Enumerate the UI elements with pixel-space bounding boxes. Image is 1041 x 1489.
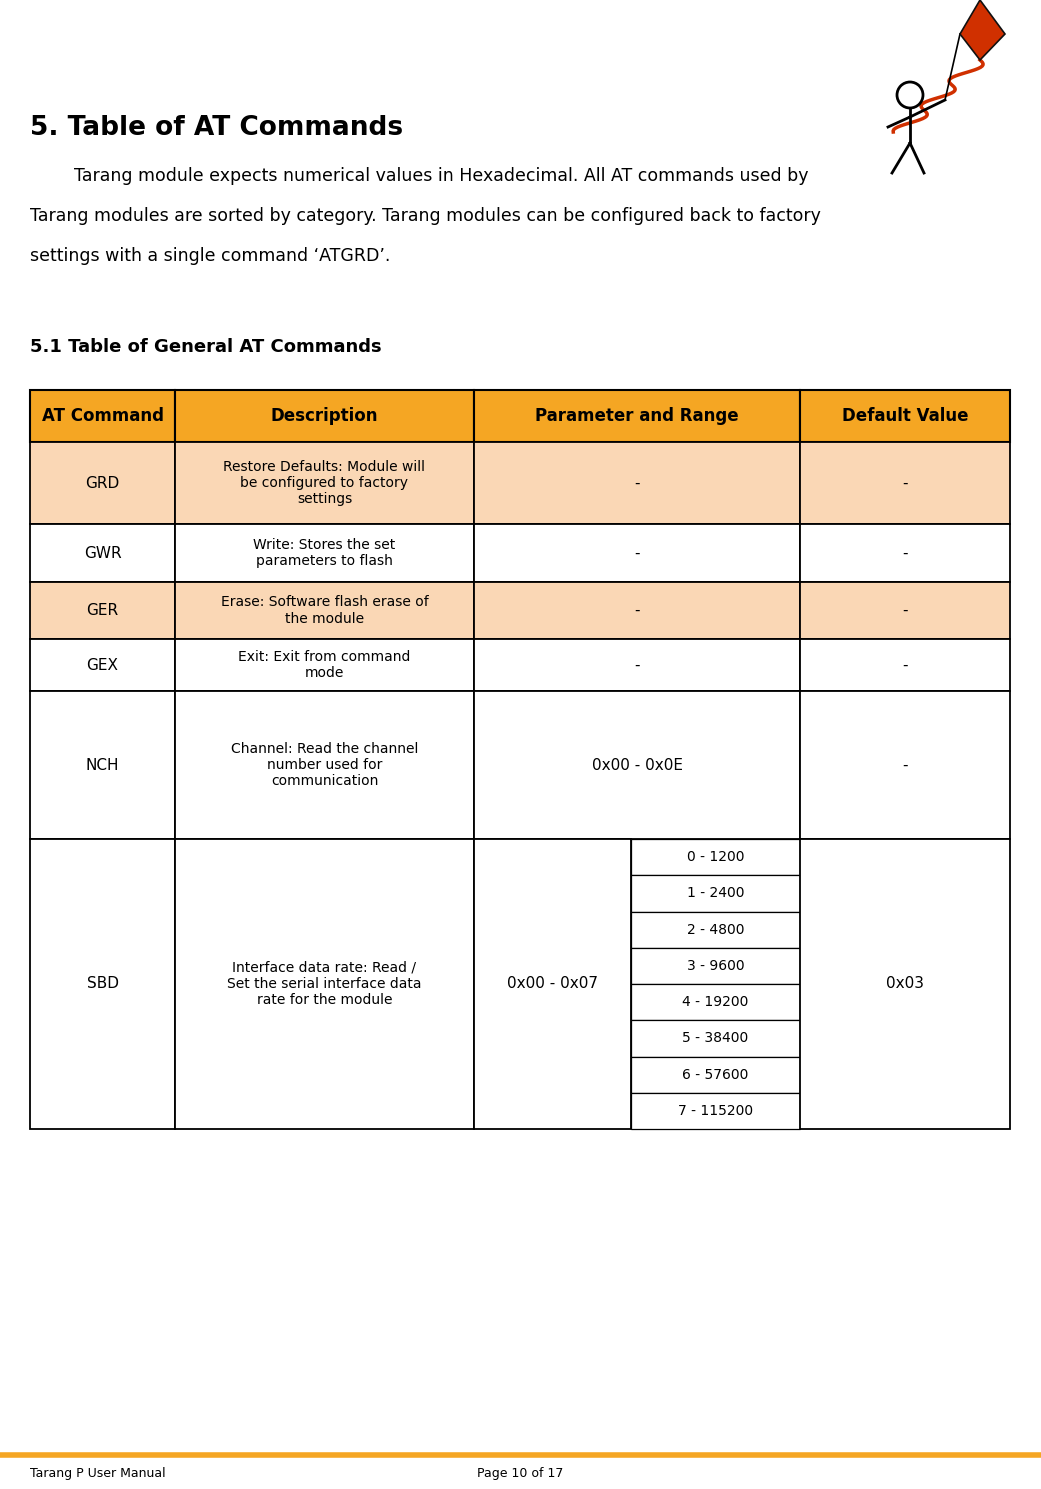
Bar <box>801 524 1010 582</box>
Text: 6 - 57600: 6 - 57600 <box>682 1068 748 1081</box>
Bar <box>801 582 1010 639</box>
Text: -: - <box>903 545 908 560</box>
Bar <box>801 639 1010 691</box>
Text: GEX: GEX <box>86 658 119 673</box>
Text: 4 - 19200: 4 - 19200 <box>682 995 748 1010</box>
Text: 1 - 2400: 1 - 2400 <box>687 886 744 901</box>
Text: -: - <box>903 603 908 618</box>
Text: Description: Description <box>271 406 378 424</box>
Bar <box>631 838 801 876</box>
Text: 5.1 Table of General AT Commands: 5.1 Table of General AT Commands <box>30 338 382 356</box>
Bar <box>474 838 631 1129</box>
Bar <box>631 1020 801 1057</box>
Text: GER: GER <box>86 603 119 618</box>
Text: Page 10 of 17: Page 10 of 17 <box>477 1467 563 1480</box>
Text: -: - <box>903 658 908 673</box>
Text: -: - <box>634 603 640 618</box>
Bar <box>175 524 474 582</box>
Text: Write: Stores the set
parameters to flash: Write: Stores the set parameters to flas… <box>253 538 396 569</box>
Bar <box>631 876 801 911</box>
Text: -: - <box>634 475 640 490</box>
Text: Erase: Software flash erase of
the module: Erase: Software flash erase of the modul… <box>221 596 428 625</box>
Text: Interface data rate: Read /
Set the serial interface data
rate for the module: Interface data rate: Read / Set the seri… <box>227 960 422 1007</box>
Text: Exit: Exit from command
mode: Exit: Exit from command mode <box>238 649 411 680</box>
Bar <box>30 691 175 838</box>
Bar <box>631 911 801 948</box>
Bar <box>175 691 474 838</box>
Bar <box>30 838 175 1129</box>
Bar <box>801 691 1010 838</box>
Bar <box>175 442 474 524</box>
Bar <box>801 838 1010 1129</box>
Text: Restore Defaults: Module will
be configured to factory
settings: Restore Defaults: Module will be configu… <box>224 460 426 506</box>
Text: Tarang modules are sorted by category. Tarang modules can be configured back to : Tarang modules are sorted by category. T… <box>30 207 821 225</box>
Text: 0x03: 0x03 <box>886 977 924 992</box>
Bar <box>631 984 801 1020</box>
Bar <box>631 1057 801 1093</box>
Text: GRD: GRD <box>85 475 120 490</box>
Bar <box>30 524 175 582</box>
Text: SBD: SBD <box>86 977 119 992</box>
Bar <box>474 639 801 691</box>
Bar <box>474 582 801 639</box>
Polygon shape <box>960 0 1005 60</box>
Bar <box>175 390 474 442</box>
Text: 0x00 - 0x07: 0x00 - 0x07 <box>507 977 598 992</box>
Text: 2 - 4800: 2 - 4800 <box>687 923 744 937</box>
Bar <box>175 838 474 1129</box>
Text: Tarang P User Manual: Tarang P User Manual <box>30 1467 166 1480</box>
Bar <box>175 639 474 691</box>
Bar <box>474 442 801 524</box>
Bar <box>631 1093 801 1129</box>
Text: 5 - 38400: 5 - 38400 <box>682 1032 748 1045</box>
Bar <box>474 691 801 838</box>
Text: Tarang module expects numerical values in Hexadecimal. All AT commands used by: Tarang module expects numerical values i… <box>30 167 809 185</box>
Text: Parameter and Range: Parameter and Range <box>535 406 739 424</box>
Text: -: - <box>903 758 908 773</box>
Text: 0 - 1200: 0 - 1200 <box>687 850 744 864</box>
Text: 7 - 115200: 7 - 115200 <box>678 1103 753 1118</box>
Text: Default Value: Default Value <box>842 406 968 424</box>
Bar <box>30 390 175 442</box>
Bar <box>801 442 1010 524</box>
Bar <box>175 582 474 639</box>
Text: 3 - 9600: 3 - 9600 <box>687 959 744 972</box>
Text: 0x00 - 0x0E: 0x00 - 0x0E <box>591 758 683 773</box>
Text: GWR: GWR <box>83 545 122 560</box>
Bar <box>801 390 1010 442</box>
Text: Channel: Read the channel
number used for
communication: Channel: Read the channel number used fo… <box>231 742 418 788</box>
Text: -: - <box>634 545 640 560</box>
Bar <box>631 948 801 984</box>
Text: AT Command: AT Command <box>42 406 163 424</box>
Bar <box>474 390 801 442</box>
Bar <box>30 582 175 639</box>
Text: -: - <box>903 475 908 490</box>
Text: settings with a single command ‘ATGRD’.: settings with a single command ‘ATGRD’. <box>30 247 390 265</box>
Text: -: - <box>634 658 640 673</box>
Bar <box>30 442 175 524</box>
Text: NCH: NCH <box>85 758 120 773</box>
Text: 5. Table of AT Commands: 5. Table of AT Commands <box>30 115 403 141</box>
Bar <box>30 639 175 691</box>
Bar <box>474 524 801 582</box>
